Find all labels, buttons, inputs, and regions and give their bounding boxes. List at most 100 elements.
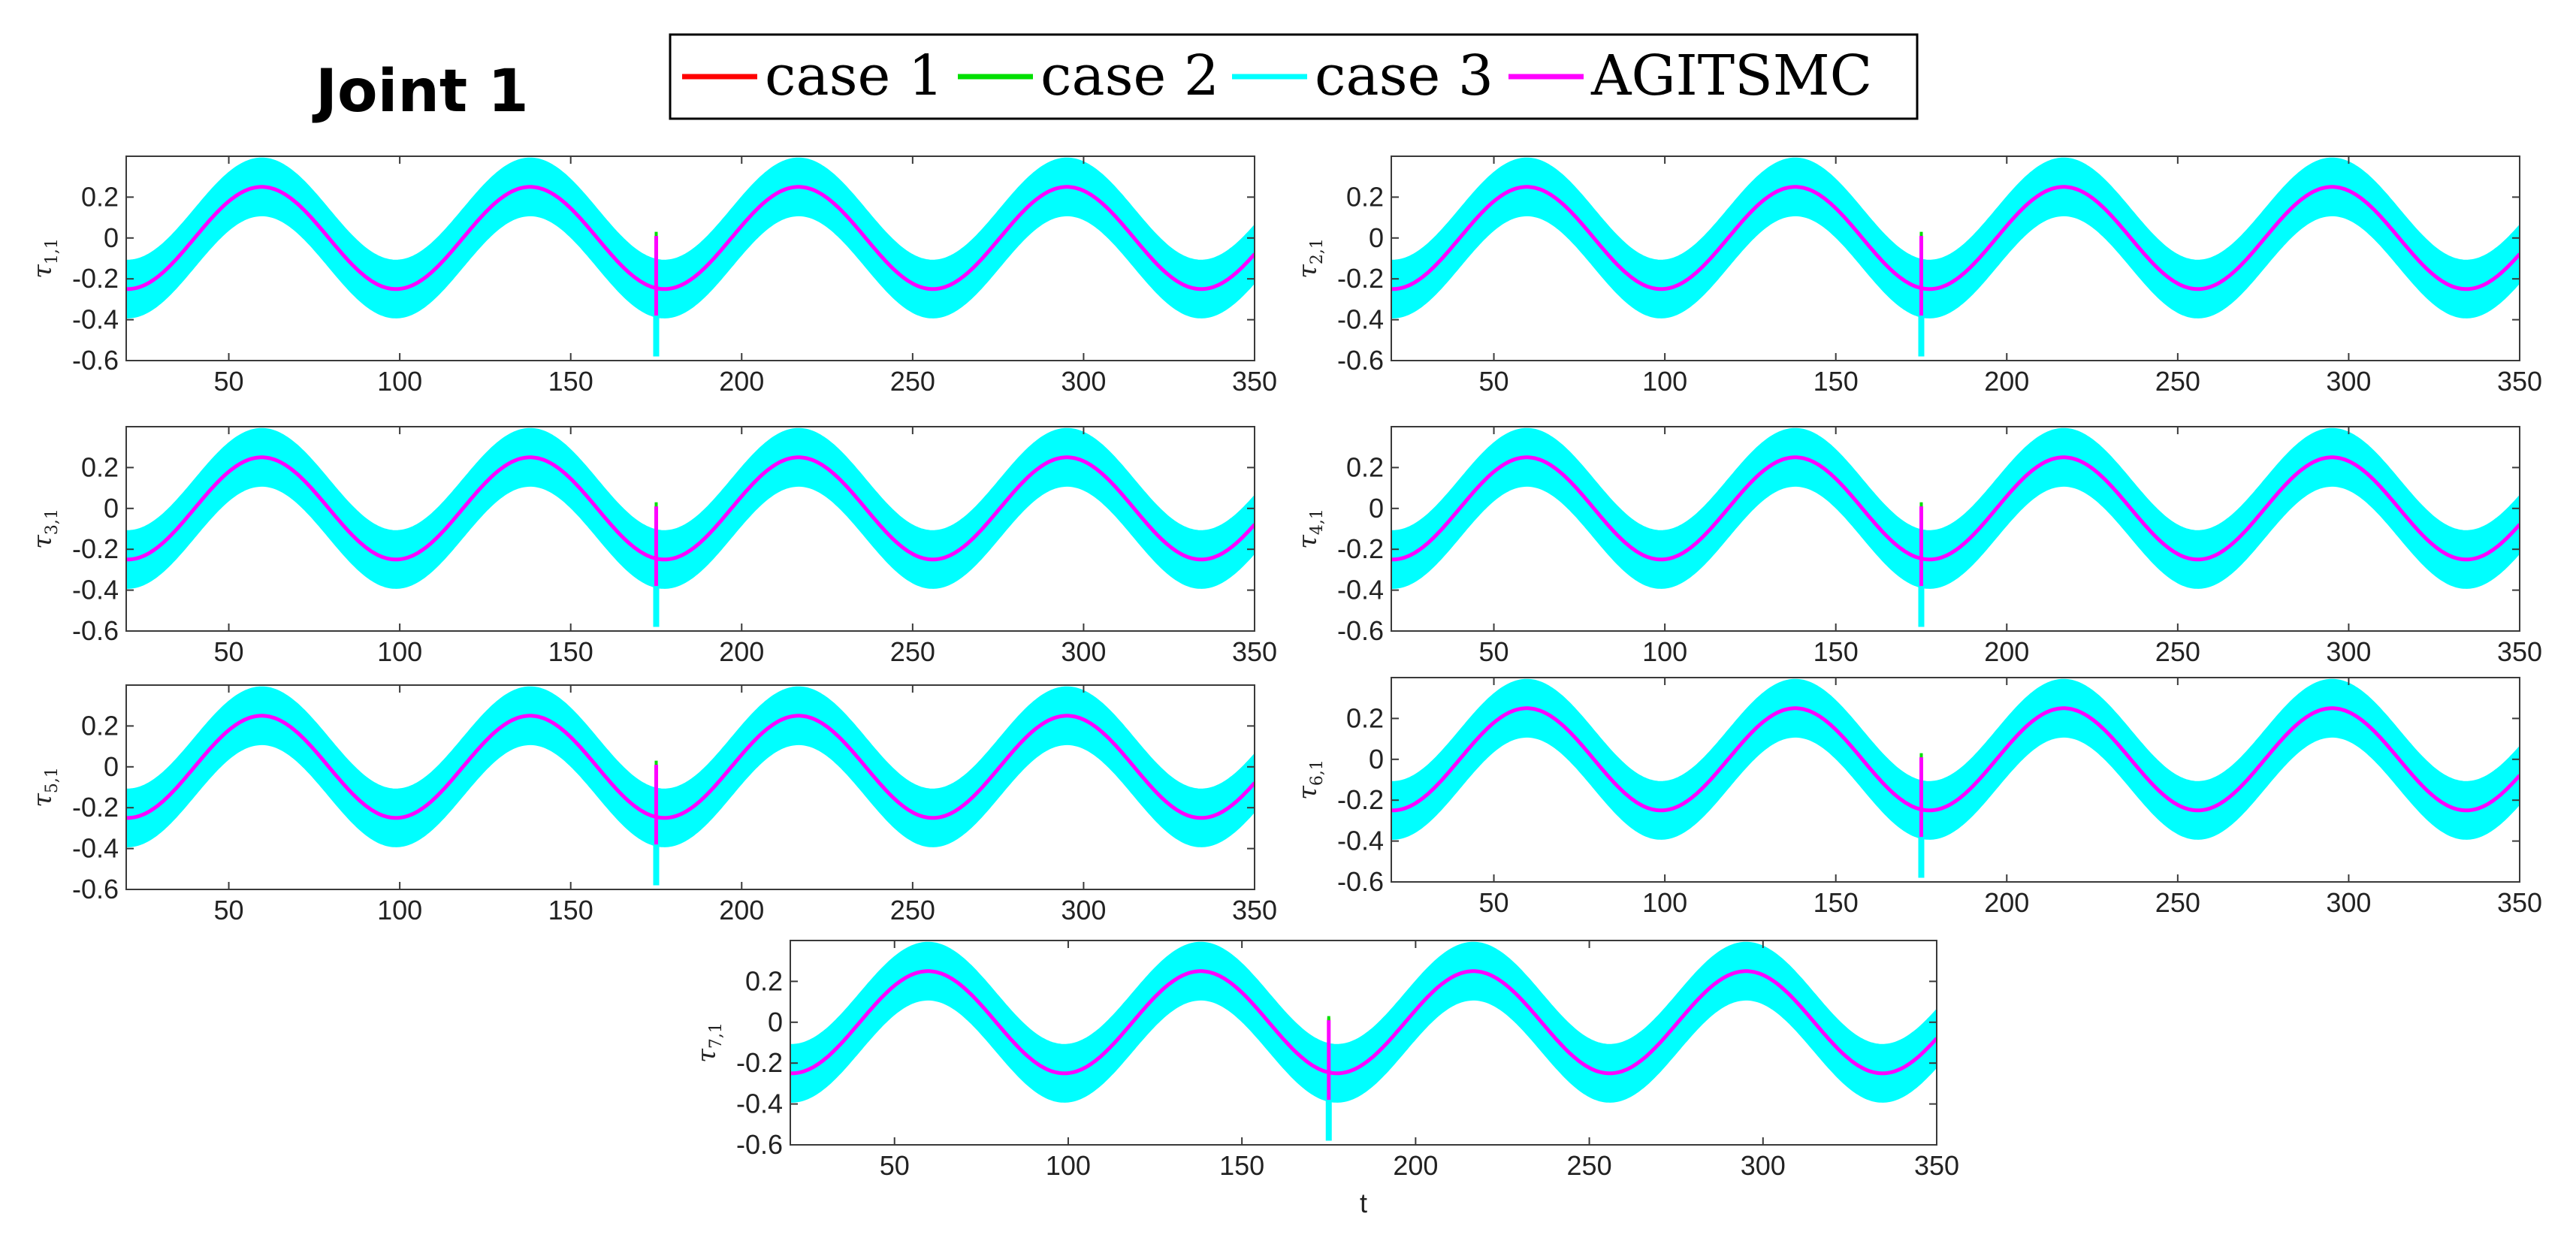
y-tick-label: 0.2 bbox=[1346, 451, 1384, 482]
plot-content bbox=[126, 427, 1255, 627]
subplot-grid: 50 100 150 200 250 300 350 0.2 0 -0.2 -0.4 -0.6 τ 1,1… bbox=[28, 155, 2542, 1218]
x-tick-label: 100 bbox=[377, 636, 422, 667]
axes-frame bbox=[1391, 426, 2520, 632]
x-tick-label: 300 bbox=[1741, 1150, 1786, 1181]
x-tick-label: 250 bbox=[890, 636, 935, 667]
y-axis-label-subscript: 1,1 bbox=[43, 238, 62, 264]
plot-content bbox=[790, 941, 1937, 1141]
y-axis-label-subscript: 2,1 bbox=[1308, 238, 1327, 264]
x-tick-label: 100 bbox=[1642, 366, 1687, 397]
series-agitsmc-line bbox=[790, 969, 1937, 1076]
x-tick-label: 200 bbox=[1984, 887, 2029, 918]
y-tick-label: -0.2 bbox=[1337, 263, 1384, 294]
y-axis-label: τ3,1 bbox=[28, 509, 62, 549]
y-axis-label-subscript: 7,1 bbox=[707, 1022, 726, 1049]
x-axis-label: t bbox=[1360, 1188, 1367, 1218]
legend-label: case 2 bbox=[1040, 44, 1219, 108]
legend-label: case 1 bbox=[765, 44, 944, 108]
y-tick-label: 0.2 bbox=[745, 965, 783, 996]
x-tick-label: 300 bbox=[2326, 366, 2371, 397]
x-tick-label: 200 bbox=[1984, 636, 2029, 667]
series-case-3-band bbox=[126, 157, 1255, 319]
y-axis-label-base: τ bbox=[1293, 264, 1323, 279]
x-tick-label: 50 bbox=[1479, 636, 1509, 667]
y-axis-label: τ5,1 bbox=[28, 767, 62, 808]
x-tick-label: 250 bbox=[2155, 887, 2200, 918]
y-tick-label: 0 bbox=[104, 222, 119, 253]
plot-content bbox=[1391, 157, 2520, 357]
y-tick-label: -0.2 bbox=[1337, 533, 1384, 564]
legend-label: case 3 bbox=[1315, 44, 1493, 108]
x-tick-label: 350 bbox=[1914, 1150, 1959, 1181]
y-tick-label: 0 bbox=[104, 493, 119, 524]
series-case-3-band bbox=[790, 941, 1937, 1103]
x-tick-label: 250 bbox=[2155, 636, 2200, 667]
x-tick-label: 100 bbox=[1046, 1150, 1091, 1181]
y-tick-label: -0.6 bbox=[1337, 615, 1384, 646]
y-axis-label-base: τ bbox=[28, 534, 58, 549]
y-tick-label: -0.4 bbox=[1337, 826, 1384, 856]
x-tick-label: 350 bbox=[1232, 895, 1277, 925]
y-axis-label-base: τ bbox=[692, 1048, 722, 1063]
x-tick-label: 200 bbox=[1984, 366, 2029, 397]
x-tick-label: 100 bbox=[377, 366, 422, 397]
y-tick-label: -0.6 bbox=[1337, 345, 1384, 376]
y-axis-label: τ4,1 bbox=[1293, 509, 1327, 549]
y-tick-label: 0 bbox=[768, 1007, 783, 1037]
y-tick-label: 0 bbox=[1369, 744, 1384, 774]
series-case-3-band bbox=[1391, 678, 2520, 840]
x-tick-label: 50 bbox=[214, 636, 244, 667]
y-tick-label: -0.2 bbox=[1337, 784, 1384, 815]
x-tick-label: 200 bbox=[719, 366, 764, 397]
series-agitsmc-line bbox=[126, 714, 1255, 820]
x-tick-label: 150 bbox=[1813, 366, 1859, 397]
x-tick-label: 200 bbox=[1393, 1150, 1438, 1181]
axes-frame bbox=[790, 940, 1937, 1146]
series-agitsmc-line bbox=[1391, 706, 2520, 813]
series-agitsmc-line bbox=[1391, 185, 2520, 291]
y-tick-label: 0.2 bbox=[1346, 702, 1384, 733]
y-tick-label: 0 bbox=[1369, 493, 1384, 524]
x-tick-label: 300 bbox=[1061, 636, 1106, 667]
y-tick-label: -0.2 bbox=[72, 533, 119, 564]
axes-frame bbox=[1391, 155, 2520, 361]
series-case-3-band bbox=[126, 427, 1255, 589]
y-axis-label: τ7,1 bbox=[692, 1022, 726, 1063]
plot-content bbox=[126, 157, 1255, 357]
y-axis-label-subscript: 5,1 bbox=[43, 767, 62, 793]
y-axis-label: τ6,1 bbox=[1293, 759, 1327, 800]
x-tick-label: 350 bbox=[2497, 636, 2542, 667]
y-tick-label: -0.4 bbox=[72, 833, 119, 864]
y-tick-label: -0.4 bbox=[1337, 304, 1384, 335]
y-tick-label: -0.6 bbox=[736, 1129, 783, 1160]
series-case-3-band bbox=[126, 686, 1255, 847]
subplot: 50 100 150 200 250 300 350 0.2 0 -0.2 -0.4 -0.6 τ2,1 bbox=[1293, 155, 2542, 397]
subplot: 50 100 150 200 250 300 350 0.2 0 -0.2 -0.4 -0.6 τ3,1 bbox=[28, 426, 1277, 667]
x-tick-label: 250 bbox=[1567, 1150, 1612, 1181]
plot-content bbox=[1391, 678, 2520, 878]
x-tick-label: 300 bbox=[1061, 895, 1106, 925]
x-tick-label: 250 bbox=[890, 366, 935, 397]
y-tick-label: -0.6 bbox=[72, 345, 119, 376]
x-tick-label: 250 bbox=[2155, 366, 2200, 397]
series-agitsmc-line bbox=[126, 185, 1255, 291]
y-tick-label: -0.6 bbox=[72, 874, 119, 904]
x-tick-label: 200 bbox=[719, 636, 764, 667]
series-agitsmc-line bbox=[126, 455, 1255, 562]
y-tick-label: 0 bbox=[1369, 222, 1384, 253]
y-axis-label-base: τ bbox=[28, 793, 58, 808]
x-tick-label: 150 bbox=[548, 636, 593, 667]
y-axis-label-subscript: 3,1 bbox=[43, 509, 62, 535]
y-tick-label: 0 bbox=[104, 751, 119, 782]
legend: case 1 case 2 case 3 AGITSMC bbox=[669, 33, 1919, 120]
y-tick-label: 0.2 bbox=[81, 181, 119, 212]
y-tick-label: -0.4 bbox=[1337, 575, 1384, 605]
subplot: 50 100 150 200 250 300 350 0.2 0 -0.2 -0.4 -0.6 τ1,1 bbox=[28, 155, 1277, 397]
subplot: 50 100 150 200 250 300 350 0.2 0 -0.2 -0.4 -0.6 τ7,1… bbox=[692, 940, 1959, 1218]
x-tick-label: 50 bbox=[1479, 887, 1509, 918]
x-tick-label: 50 bbox=[880, 1150, 910, 1181]
x-tick-label: 50 bbox=[214, 895, 244, 925]
x-tick-label: 250 bbox=[890, 895, 935, 925]
x-tick-label: 100 bbox=[1642, 887, 1687, 918]
y-tick-label: 0.2 bbox=[1346, 181, 1384, 212]
